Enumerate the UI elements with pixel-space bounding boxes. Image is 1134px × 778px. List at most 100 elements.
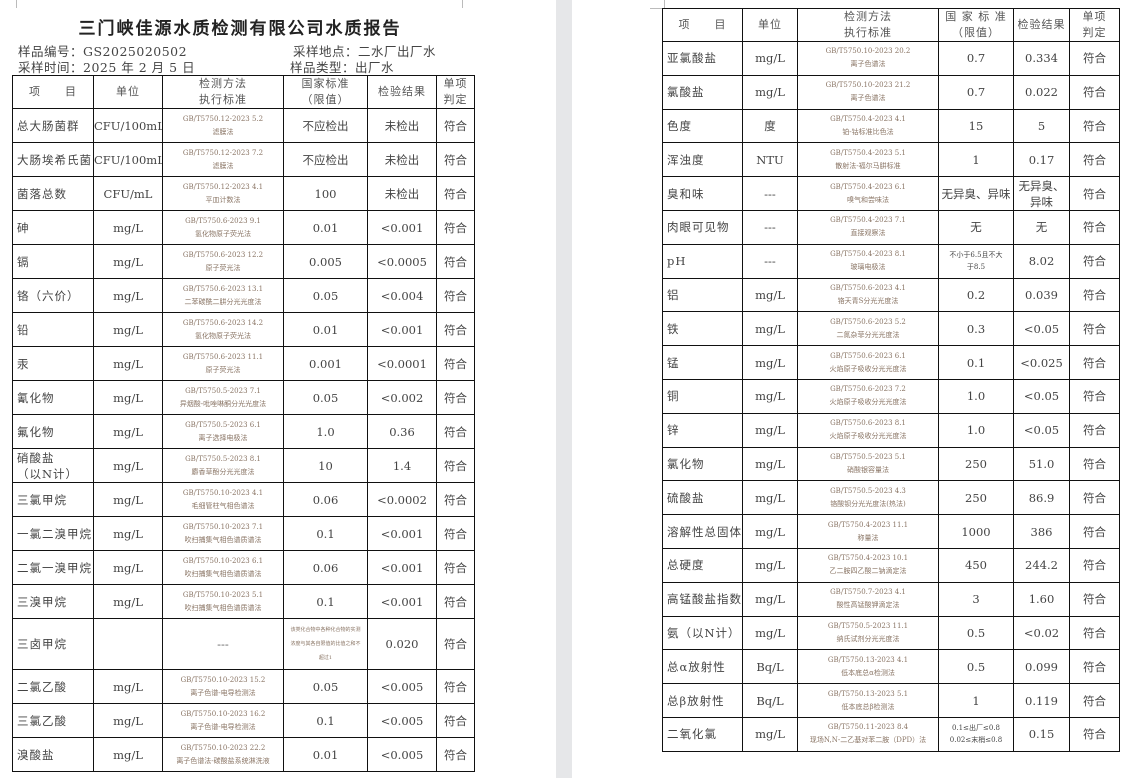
judgement: 符合	[436, 516, 475, 551]
method-standard: GB/T5750.12-2023 4.1	[182, 182, 264, 191]
limit: 无异臭、异味	[938, 176, 1014, 211]
result: 0.36	[367, 414, 437, 449]
item-name: 氯化物	[662, 446, 743, 482]
table-row: 二氯乙酸 mg/L GB/T5750.10-2023 15.2 离子色谱-电导检测法 0…	[12, 669, 475, 704]
method-standard: GB/T5750.4-2023 11.1	[827, 520, 909, 529]
method-standard: GB/T5750.5-2023 8.1	[185, 454, 261, 463]
result: 244.2	[1013, 547, 1070, 583]
method-cell: GB/T5750.10-2023 22.2 离子色谱法-碳酸盐系统淋洗液	[162, 737, 284, 772]
method-standard: GB/T5750.5-2023 5.1	[830, 452, 906, 461]
judgement: 符合	[1069, 446, 1120, 482]
method-name: 氢化物原子荧光法	[195, 229, 251, 238]
item-name: 二氯一溴甲烷	[12, 550, 94, 585]
sample-number: 样品编号：GS2025020502	[18, 44, 188, 59]
result: 未检出	[367, 176, 437, 211]
method-name: 毛细管柱气相色谱法	[191, 501, 255, 510]
method-cell: GB/T5750.10-2023 4.1 毛细管柱气相色谱法	[162, 482, 284, 517]
method-name: 现场N,N-二乙基对苯二胺（DPD）法	[809, 736, 927, 745]
method-cell: GB/T5750.6-2023 14.2 氢化物原子荧光法	[162, 312, 284, 347]
item-name: 砷	[12, 210, 94, 245]
item-name: 溶解性总固体	[662, 514, 743, 549]
limit: 0.5	[938, 615, 1014, 651]
judgement: 符合	[436, 550, 475, 585]
judgement: 符合	[1069, 683, 1120, 718]
method-standard: GB/T5750.6-2023 7.2	[830, 385, 906, 394]
limit: 0.01	[283, 210, 368, 245]
result: 0.119	[1013, 683, 1070, 718]
unit: NTU	[742, 142, 798, 178]
method-standard: GB/T5750.4-2023 10.1	[827, 554, 909, 563]
method-standard: GB/T5750.6-2023 4.1	[830, 283, 906, 292]
method-standard: GB/T5750.10-2023 20.2	[825, 47, 911, 56]
judgement: 符合	[1069, 209, 1120, 245]
method-name: 铬酸钡分光光度法(热法)	[830, 499, 906, 508]
result: 5	[1013, 108, 1070, 144]
table-row: 砷 mg/L GB/T5750.6-2023 9.1 氢化物原子荧光法 0.01 <0.0…	[12, 210, 475, 245]
result: <0.0001	[367, 346, 437, 381]
unit: CFU/100mL	[93, 108, 163, 143]
judgement: 符合	[436, 108, 475, 143]
method-name: 异烟酸-吡唑啉酮分光光度法	[179, 399, 267, 408]
unit	[93, 618, 163, 670]
limit: 0.05	[283, 380, 368, 415]
table-row: 大肠埃希氏菌 CFU/100mL GB/T5750.12-2023 7.2 滤膜法 不应…	[12, 142, 475, 177]
results-table-right: 项 目单位 检测方法 执行标准国 家 标 准 （限值） 检验结果 单项 判定 亚氯酸盐 m…	[662, 8, 1120, 752]
item-name: 汞	[12, 346, 94, 381]
result: <0.005	[367, 669, 437, 704]
judgement: 符合	[1069, 412, 1120, 448]
method-name: 二苯碳酰二肼分光光度法	[184, 297, 262, 306]
table-row: 氨（以N计） mg/L GB/T5750.5-2023 11.1 纳氏试剂分光光度法 0…	[662, 615, 1120, 651]
result: 0.039	[1013, 277, 1070, 313]
method-name: 火焰原子吸收分光光度法	[829, 432, 907, 441]
header-unit: 单位	[93, 75, 163, 109]
result: 1.4	[367, 448, 437, 483]
method-cell: GB/T5750.5-2023 7.1 异烟酸-吡唑啉酮分光光度法	[162, 380, 284, 415]
item-name: 铁	[662, 311, 743, 347]
item-name: 氯酸盐	[662, 74, 743, 110]
method-standard: GB/T5750.10-2023 7.1	[182, 522, 264, 531]
results-table-left: 项 目单位 检测方法 执行标准 国家标准 （限值） 检验结果 单项 判定 总大肠菌群 CFU…	[12, 75, 475, 772]
judgement: 符合	[436, 584, 475, 619]
method-name: 滤膜法	[212, 127, 234, 136]
method-name: 乙二胺四乙酸二钠滴定法	[829, 567, 907, 576]
table-row: 亚氯酸盐 mg/L GB/T5750.10-2023 20.2 离子色谱法 0.7 0.3…	[662, 41, 1120, 76]
unit: mg/L	[742, 446, 798, 482]
method-name: 称量法	[857, 533, 879, 542]
unit: mg/L	[742, 480, 798, 516]
header-limit: 国家标准 （限值）	[283, 75, 368, 109]
limit: 该类化合物中各种化合物的实测浓度与其各自限值的比值之和不超过1	[283, 618, 368, 670]
item-name: 总硬度	[662, 547, 743, 583]
method-cell: GB/T5750.10-2023 5.1 吹扫捕集气相色谱质谱法	[162, 584, 284, 619]
limit: 250	[938, 480, 1014, 516]
item-name: 亚氯酸盐	[662, 41, 743, 76]
method-name: 离子色谱-电导检测法	[190, 688, 256, 697]
method-standard: GB/T5750.7-2023 4.1	[830, 588, 906, 597]
table-row: 铝 mg/L GB/T5750.6-2023 4.1 铬天青S分光光度法 0.2 0.03…	[662, 277, 1120, 313]
result: 0.099	[1013, 649, 1070, 685]
method-standard: GB/T5750.5-2023 7.1	[185, 386, 261, 395]
method-name: 离子色谱法	[850, 60, 886, 69]
unit: mg/L	[742, 514, 798, 549]
method-standard: ---	[217, 637, 229, 651]
item-name: 锌	[662, 412, 743, 448]
result: <0.005	[367, 737, 437, 772]
limit: 0.06	[283, 550, 368, 585]
page-corner-mark	[650, 0, 665, 9]
method-name: 铬天青S分光光度法	[837, 296, 899, 305]
result: <0.001	[367, 210, 437, 245]
limit: 3	[938, 581, 1014, 617]
table-row: 铅 mg/L GB/T5750.6-2023 14.2 氢化物原子荧光法 0.01 <0.…	[12, 312, 475, 347]
limit: 0.1	[283, 703, 368, 738]
unit: mg/L	[742, 378, 798, 414]
header-judgement: 单项 判定	[436, 75, 475, 109]
unit: Bq/L	[742, 683, 798, 718]
method-cell: GB/T5750.13-2023 4.1 低本底总α检测法	[797, 649, 939, 685]
table-row: 色度度 GB/T5750.4-2023 4.1 铂-钴标准比色法 15 5 符合	[662, 108, 1120, 144]
result: <0.001	[367, 312, 437, 347]
method-cell: GB/T5750.5-2023 8.1 麝香草酚分光光度法	[162, 448, 284, 483]
item-name: 三氯乙酸	[12, 703, 94, 738]
unit: mg/L	[742, 581, 798, 617]
unit: mg/L	[93, 550, 163, 585]
limit: 不小于6.5且不大 于8.5	[938, 243, 1014, 279]
table-row: 三氯乙酸 mg/L GB/T5750.10-2023 16.2 离子色谱-电导检测法 0…	[12, 703, 475, 738]
